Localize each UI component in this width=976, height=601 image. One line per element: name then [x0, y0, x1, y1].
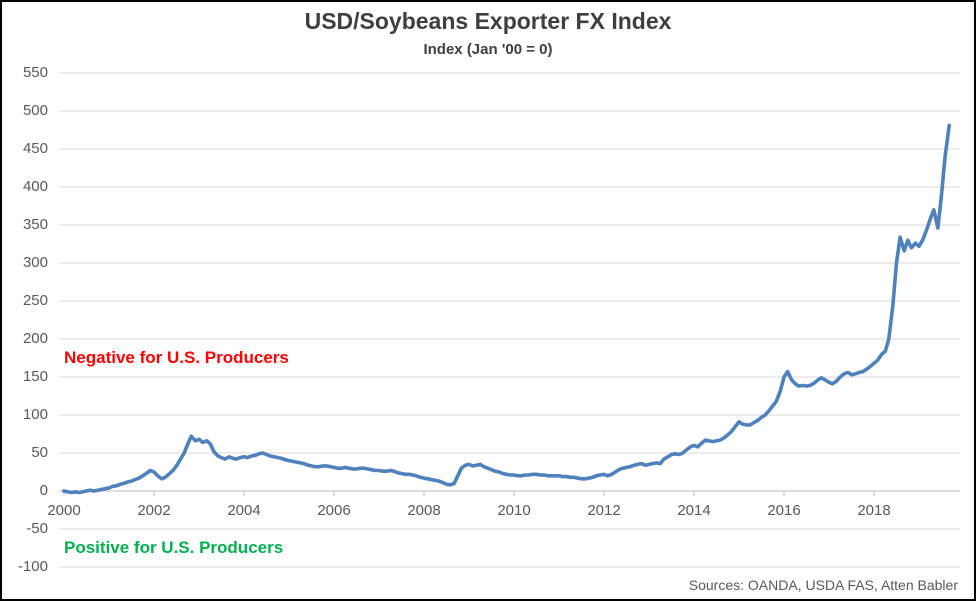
y-axis-label: 100	[22, 406, 48, 423]
x-axis-label: 2018	[857, 502, 891, 519]
chart-subtitle: Index (Jan '00 = 0)	[423, 41, 553, 58]
y-axis-label: 150	[22, 368, 48, 385]
y-axis-label: -100	[17, 558, 48, 575]
y-axis-label: 550	[22, 64, 48, 81]
x-axis-label: 2000	[47, 502, 81, 519]
source-note: Sources: OANDA, USDA FAS, Atten Babler	[688, 577, 958, 593]
y-axis-label: 50	[31, 444, 48, 461]
x-axis-label: 2010	[497, 502, 531, 519]
y-axis-label: 450	[22, 140, 48, 157]
x-axis-label: 2006	[317, 502, 351, 519]
y-axis-label: 300	[22, 254, 48, 271]
y-axis-label: 350	[22, 216, 48, 233]
x-axis-label: 2014	[677, 502, 711, 519]
annotation-positive-for-producers: Positive for U.S. Producers	[64, 538, 284, 557]
x-axis-label: 2002	[137, 502, 171, 519]
y-axis-label: -50	[26, 520, 48, 537]
x-axis-label: 2004	[227, 502, 261, 519]
annotation-negative-for-producers: Negative for U.S. Producers	[64, 348, 289, 367]
y-axis-label: 500	[22, 102, 48, 119]
y-axis-label: 200	[22, 330, 48, 347]
y-axis-label: 0	[39, 482, 48, 499]
y-axis-label: 250	[22, 292, 48, 309]
y-axis-label: 400	[22, 178, 48, 195]
x-axis-label: 2016	[767, 502, 801, 519]
x-axis-label: 2012	[587, 502, 621, 519]
x-axis-label: 2008	[407, 502, 441, 519]
fx-index-line	[62, 123, 952, 495]
chart-title: USD/Soybeans Exporter FX Index	[304, 8, 672, 34]
